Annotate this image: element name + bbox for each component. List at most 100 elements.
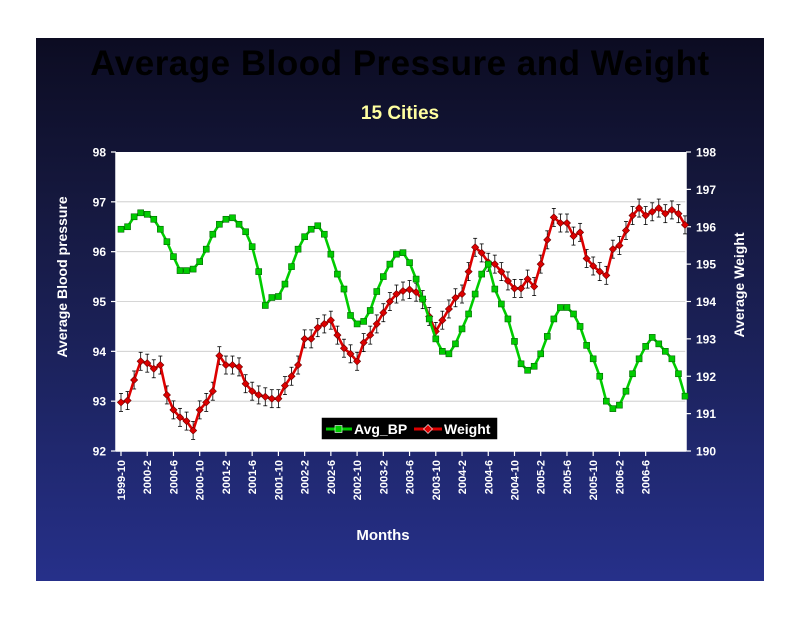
weight-point: [503, 276, 512, 285]
bp-point: [150, 215, 158, 223]
bp-point: [406, 259, 413, 266]
bp-point: [340, 285, 348, 293]
x-tick-label: 2006-6: [641, 460, 653, 494]
legend-box: [320, 416, 499, 441]
weight-point: [326, 316, 335, 325]
weight-point: [372, 319, 381, 328]
weight-point: [169, 405, 178, 414]
bp-point: [484, 260, 492, 268]
bp-point: [347, 312, 354, 319]
bp-point: [452, 340, 459, 348]
bp-point: [314, 222, 322, 230]
weight-point: [471, 243, 480, 252]
bp-point: [393, 250, 400, 258]
bp-point: [635, 355, 643, 363]
bp-point: [603, 397, 610, 405]
bp-point: [458, 325, 466, 333]
bp-point: [229, 214, 236, 222]
bp-point: [261, 302, 269, 309]
bp-point: [137, 209, 144, 217]
weight-point: [661, 209, 670, 218]
x-tick-label: 2001-6: [247, 460, 259, 494]
series-weight: [116, 198, 690, 440]
bp-point: [170, 253, 177, 260]
bp-point: [629, 370, 636, 378]
chart-title: 15 Cities: [361, 103, 439, 124]
weight-point: [261, 392, 270, 401]
weight-point: [477, 248, 486, 257]
bp-point: [183, 267, 190, 274]
bp-point: [491, 285, 499, 293]
bp-point: [157, 225, 164, 233]
x-tick-label: 2001-10: [273, 460, 285, 500]
weight-point: [654, 204, 663, 213]
weight-point: [438, 316, 447, 325]
bp-point: [248, 243, 256, 250]
weight-point: [405, 285, 414, 294]
weight-point: [339, 344, 349, 353]
bp-point: [124, 223, 131, 231]
x-tick-label: 2004-6: [483, 460, 495, 494]
bp-point: [530, 362, 538, 370]
y-axis-label-left: Average Blood pressure: [54, 196, 70, 358]
weight-point: [523, 275, 532, 284]
x-tick-label: 2002-10: [352, 460, 364, 500]
y-tick-label-right: 190: [696, 445, 716, 459]
bp-point: [425, 315, 433, 323]
weight-point: [215, 351, 224, 360]
weight-point: [595, 267, 604, 276]
x-tick-label: 2004-10: [509, 460, 521, 500]
bp-point: [268, 294, 276, 301]
bp-point: [419, 295, 426, 303]
bp-point: [616, 401, 623, 409]
bp-point: [380, 273, 387, 280]
weight-point: [175, 413, 185, 422]
bp-point: [511, 338, 518, 345]
y-tick-label-right: 195: [696, 258, 716, 272]
weight-point: [602, 271, 611, 280]
bp-point: [242, 228, 249, 236]
bp-point: [196, 258, 203, 265]
weight-point: [143, 359, 152, 368]
bp-point: [412, 275, 420, 283]
y-tick-label-left: 92: [93, 445, 107, 459]
bp-point: [648, 334, 656, 341]
axes: 92 93 94 95 96 97 98 190 191 192 193 194 195 196 197 19…: [93, 146, 717, 501]
weight-point: [444, 304, 453, 313]
weight-point: [235, 362, 244, 371]
weight-point: [412, 288, 421, 297]
weight-point: [562, 218, 571, 228]
bp-point: [222, 215, 230, 223]
x-tick-label: 1999-10: [116, 460, 128, 500]
bp-point: [275, 293, 282, 300]
bp-point: [399, 249, 407, 256]
bp-point: [537, 350, 545, 358]
bp-point: [543, 333, 551, 340]
y-tick-label-right: 194: [696, 295, 716, 309]
bp-point: [583, 342, 590, 349]
weight-point: [497, 267, 506, 276]
bp-point: [550, 315, 558, 323]
weight-point: [307, 334, 316, 343]
y-tick-label-right: 191: [696, 407, 716, 421]
weight-point: [294, 361, 303, 370]
bp-point: [353, 320, 361, 328]
x-tick-label: 2002-2: [300, 460, 312, 494]
weight-point: [202, 398, 211, 407]
y-tick-label-right: 192: [696, 370, 716, 384]
weight-point: [648, 207, 657, 216]
x-tick-label: 2003-2: [378, 460, 390, 494]
weight-point: [641, 211, 650, 220]
weight-point: [189, 426, 198, 435]
series-avg-bp: [117, 209, 689, 412]
weight-point: [398, 287, 408, 296]
y-tick-label-right: 197: [696, 183, 716, 197]
y-tick-label-left: 95: [93, 295, 107, 309]
slide-title: Average Blood Pressure and Weight: [90, 44, 710, 83]
legend-bp-marker: [334, 425, 343, 433]
weight-point: [667, 205, 676, 214]
bp-point: [288, 263, 295, 270]
weight-point: [149, 364, 158, 373]
bp-point: [334, 270, 341, 278]
weight-point: [195, 405, 204, 414]
